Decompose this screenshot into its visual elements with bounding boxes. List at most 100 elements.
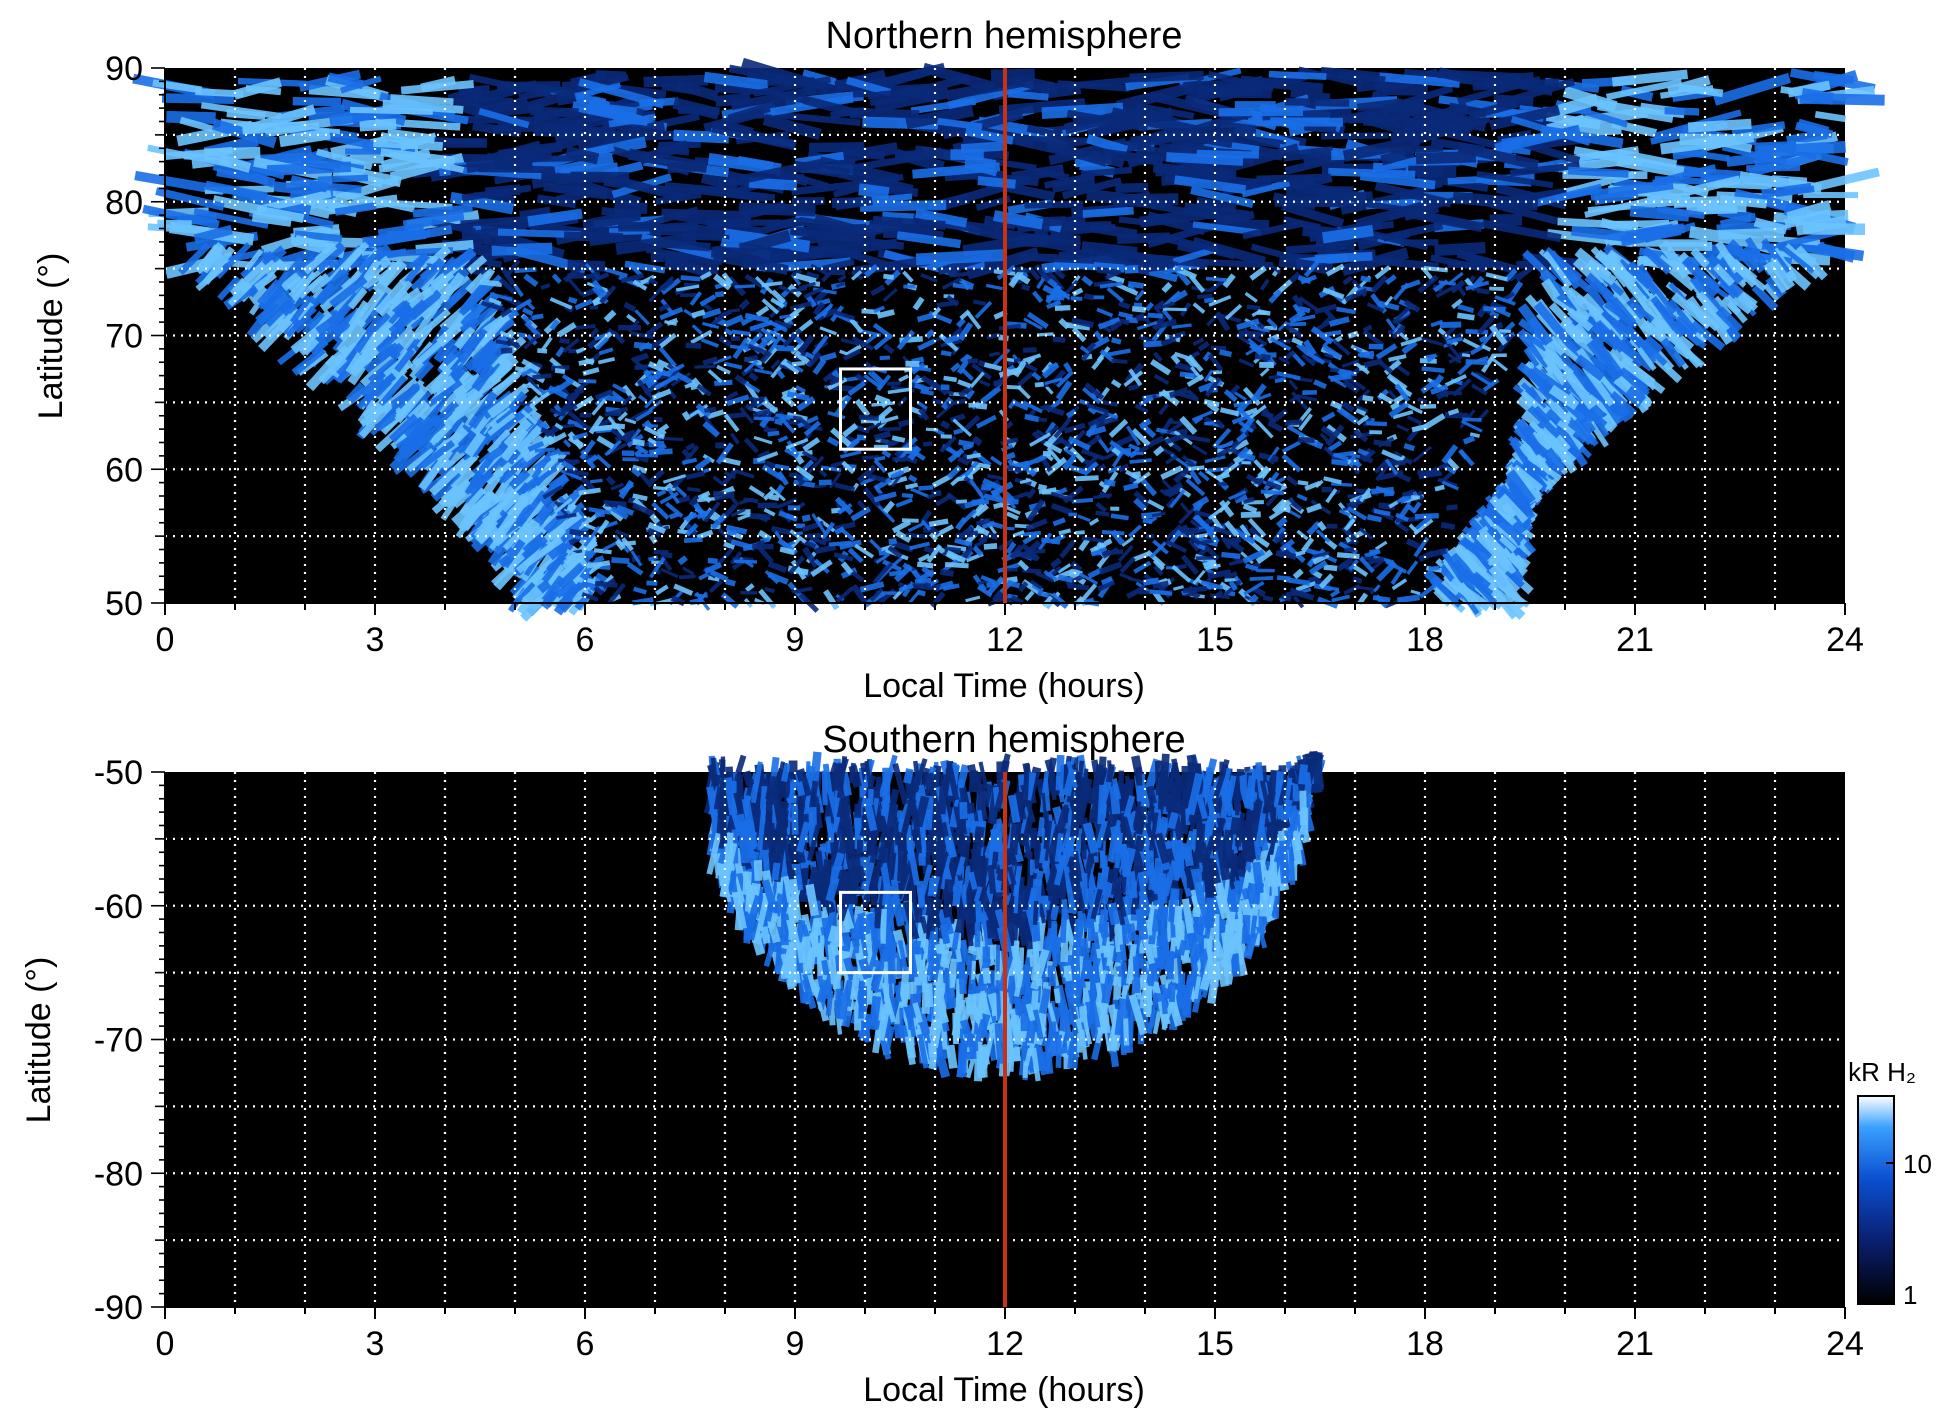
north-emission-streak bbox=[901, 492, 914, 499]
south-title: Southern hemisphere bbox=[822, 719, 1185, 761]
north-emission-streak bbox=[1249, 575, 1274, 582]
north-emission-streak bbox=[945, 389, 955, 396]
north-emission-streak bbox=[1174, 175, 1247, 195]
north-emission-streak bbox=[193, 208, 269, 229]
north-emission-streak bbox=[676, 495, 691, 504]
north-emission-streak bbox=[530, 106, 579, 117]
north-emission-streak bbox=[486, 429, 511, 455]
north-emission-streak bbox=[1751, 284, 1779, 312]
north-y-tick-label: 80 bbox=[105, 184, 143, 222]
north-emission-streak bbox=[178, 242, 211, 275]
north-emission-streak bbox=[586, 560, 611, 569]
north-emission-streak bbox=[367, 358, 398, 385]
north-emission-streak bbox=[960, 141, 1004, 154]
north-emission-streak bbox=[1005, 384, 1022, 390]
north-emission-streak bbox=[1546, 229, 1634, 247]
north-emission-streak bbox=[767, 430, 780, 437]
north-emission-streak bbox=[1183, 202, 1249, 223]
north-emission-streak bbox=[632, 493, 648, 502]
north-emission-streak bbox=[1336, 306, 1357, 315]
north-emission-streak bbox=[998, 98, 1086, 116]
north-emission-streak bbox=[256, 205, 305, 223]
north-emission-streak bbox=[791, 179, 872, 196]
north-emission-streak bbox=[928, 518, 949, 528]
north-emission-streak bbox=[1414, 512, 1439, 520]
north-emission-streak bbox=[340, 327, 367, 361]
north-emission-streak bbox=[685, 342, 702, 349]
north-emission-streak bbox=[390, 94, 454, 106]
north-emission-streak bbox=[407, 286, 435, 309]
north-emission-streak bbox=[242, 104, 316, 136]
north-emission-streak bbox=[278, 128, 331, 148]
north-emission-streak bbox=[1024, 413, 1040, 423]
north-emission-streak bbox=[1659, 133, 1738, 155]
north-emission-streak bbox=[444, 313, 465, 338]
north-emission-streak bbox=[587, 102, 638, 120]
north-emission-streak bbox=[450, 467, 476, 493]
north-emission-streak bbox=[845, 76, 892, 97]
north-emission-streak bbox=[1061, 177, 1123, 200]
north-emission-streak bbox=[1320, 132, 1389, 140]
north-emission-streak bbox=[1719, 212, 1757, 229]
north-emission-streak bbox=[1195, 555, 1217, 561]
north-emission-streak bbox=[1462, 435, 1476, 445]
north-emission-streak bbox=[152, 79, 203, 94]
north-emission-streak bbox=[1489, 286, 1505, 291]
north-emission-streak bbox=[457, 501, 491, 532]
north-emission-streak bbox=[1369, 548, 1380, 555]
north-emission-streak bbox=[952, 282, 974, 290]
north-emission-streak bbox=[828, 540, 852, 547]
north-emission-streak bbox=[975, 402, 988, 410]
north-emission-streak bbox=[942, 109, 1024, 140]
north-emission-streak bbox=[382, 99, 464, 114]
north-emission-streak bbox=[546, 511, 583, 541]
north-emission-streak bbox=[470, 255, 503, 269]
north-emission-streak bbox=[830, 106, 866, 119]
north-emission-streak bbox=[451, 247, 477, 270]
north-emission-streak bbox=[918, 485, 934, 491]
north-emission-streak bbox=[1054, 304, 1071, 312]
north-emission-streak bbox=[345, 382, 367, 405]
north-emission-streak bbox=[290, 175, 329, 193]
north-emission-streak bbox=[910, 97, 977, 115]
north-emission-streak bbox=[1268, 70, 1327, 80]
north-title: Northern hemisphere bbox=[826, 15, 1183, 57]
north-emission-streak bbox=[1147, 312, 1163, 319]
north-emission-streak bbox=[472, 95, 513, 109]
north-emission-streak bbox=[1434, 242, 1486, 257]
north-emission-streak bbox=[673, 129, 730, 144]
north-emission-streak bbox=[1718, 227, 1785, 240]
north-emission-streak bbox=[858, 414, 879, 421]
north-emission-streak bbox=[513, 581, 536, 605]
north-emission-streak bbox=[166, 110, 216, 124]
north-emission-streak bbox=[238, 259, 277, 294]
north-emission-streak bbox=[500, 347, 513, 354]
north-emission-streak bbox=[157, 219, 192, 229]
north-emission-streak bbox=[534, 447, 555, 453]
north-emission-streak bbox=[1687, 118, 1752, 133]
north-emission-streak bbox=[940, 350, 952, 357]
north-emission-streak bbox=[779, 546, 795, 556]
north-emission-streak bbox=[1128, 193, 1179, 207]
north-emission-streak bbox=[678, 574, 696, 580]
north-emission-streak bbox=[936, 300, 959, 308]
north-emission-streak bbox=[1368, 343, 1384, 350]
north-emission-streak bbox=[1797, 118, 1830, 137]
north-emission-streak bbox=[1664, 107, 1700, 116]
north-emission-streak bbox=[459, 316, 479, 333]
north-emission-streak bbox=[473, 519, 491, 539]
north-emission-streak bbox=[1080, 166, 1133, 178]
north-emission-streak bbox=[1593, 189, 1639, 206]
north-emission-streak bbox=[672, 97, 720, 120]
north-emission-streak bbox=[1282, 146, 1334, 162]
north-emission-streak bbox=[939, 568, 955, 577]
north-emission-streak bbox=[980, 483, 992, 491]
north-emission-streak bbox=[1368, 113, 1416, 139]
north-emission-streak bbox=[393, 441, 434, 476]
north-emission-streak bbox=[1006, 580, 1021, 589]
north-emission-streak bbox=[1360, 275, 1372, 283]
north-emission-streak bbox=[1297, 480, 1309, 486]
north-emission-streak bbox=[874, 455, 886, 462]
north-emission-streak bbox=[966, 452, 982, 460]
north-emission-streak bbox=[204, 146, 261, 161]
